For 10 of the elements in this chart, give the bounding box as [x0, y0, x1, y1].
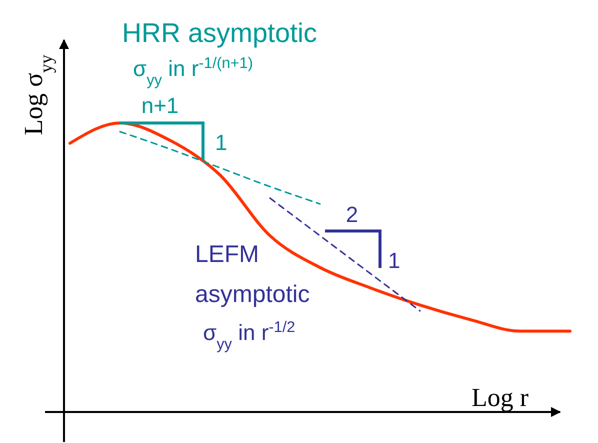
- annotation: 2: [346, 202, 358, 227]
- annotation: 1: [215, 130, 228, 155]
- annotation: 1: [388, 248, 400, 273]
- text: n+1: [141, 93, 179, 118]
- annotation: σ$_{yy}$ in r$^{-1/2}$: [203, 318, 296, 352]
- text: σ$_{yy}$ in r$^{-1/(n+1)}$: [133, 54, 253, 88]
- annotation: LEFM: [195, 241, 260, 268]
- annotation: asymptotic: [195, 281, 310, 308]
- text: HRR asymptotic: [122, 18, 318, 48]
- x-axis-title: Log r: [471, 383, 529, 412]
